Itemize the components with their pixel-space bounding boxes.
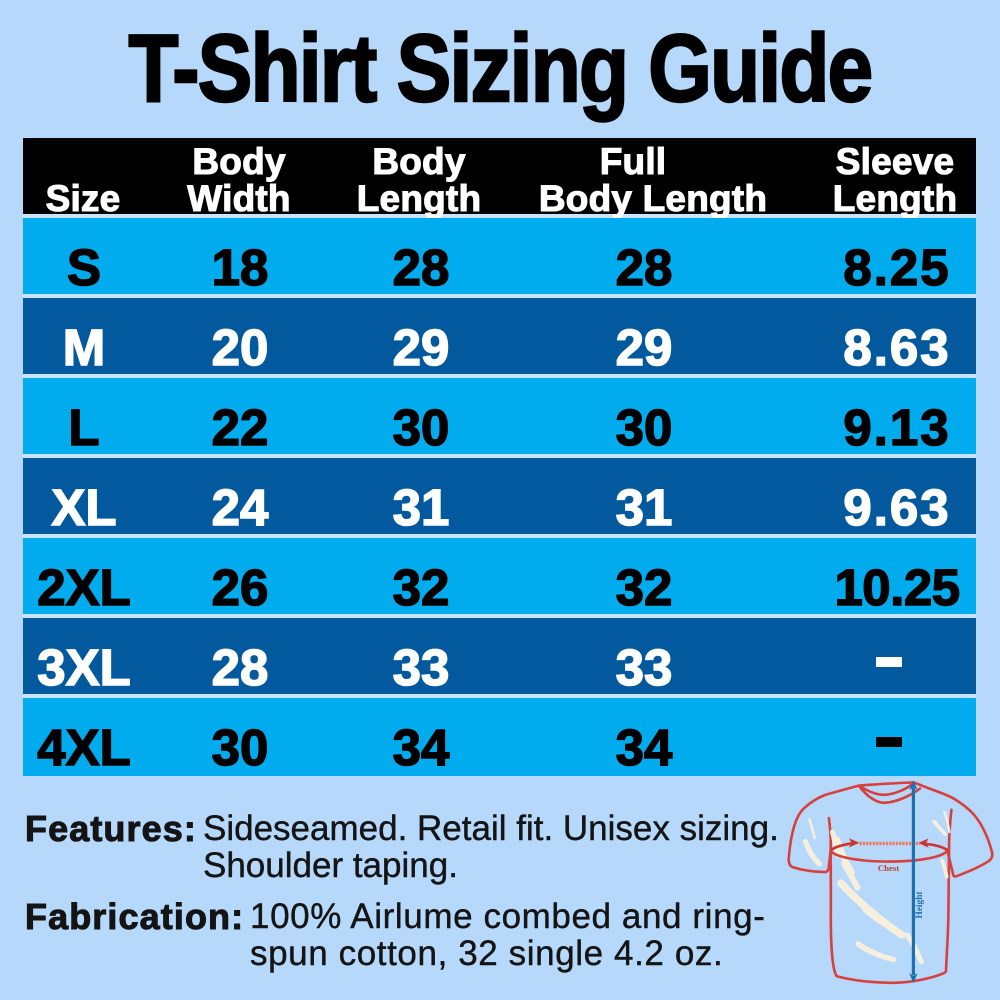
svg-text:Height: Height (915, 891, 925, 919)
svg-text:Chest: Chest (878, 863, 900, 873)
